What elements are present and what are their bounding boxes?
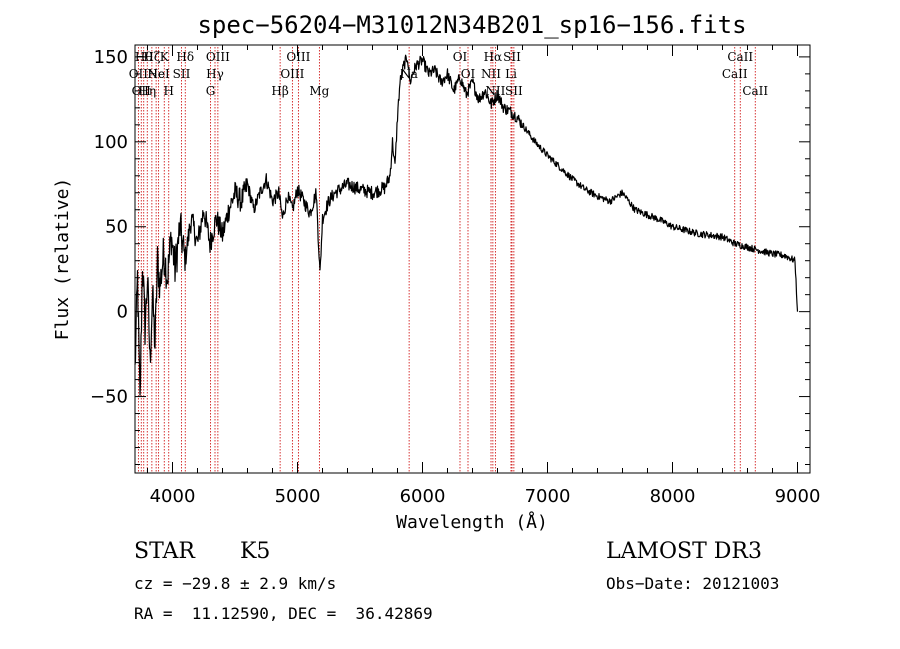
- line-marker-label-11: G: [206, 84, 216, 98]
- x-tick-label-1: 5000: [275, 486, 321, 507]
- coordinates: RA = 11.12590, DEC = 36.42869: [134, 604, 433, 623]
- axis-ticks: 4000 5000 6000 7000 8000 9000 −50 0 50 100 150: [90, 45, 820, 507]
- x-axis-label: Wavelength (Å): [396, 511, 548, 533]
- spectral-subclass: K5: [240, 539, 271, 564]
- y-tick-label-3: 100: [94, 132, 128, 153]
- line-marker-label-24: Li: [505, 67, 517, 81]
- y-tick-label-1: 0: [117, 302, 128, 323]
- line-marker-label-23: NII: [485, 84, 505, 98]
- x-tick-label-5: 9000: [775, 486, 821, 507]
- plot-frame: [134, 44, 811, 474]
- spectrum-line: [134, 54, 799, 396]
- line-marker-label-25: SII: [503, 50, 521, 64]
- survey-name: LAMOST DR3: [606, 539, 762, 564]
- line-marker-label-4: Hζ: [143, 50, 160, 64]
- x-tick-label-2: 6000: [400, 486, 446, 507]
- emission-line-markers: [137, 47, 756, 473]
- chart-title: spec−56204−M31012N34B201_sp16−156.fits: [197, 11, 746, 39]
- line-marker-label-10: Hδ: [176, 50, 194, 64]
- line-marker-label-9: SII: [173, 67, 191, 81]
- observation-date: Obs−Date: 20121003: [606, 574, 780, 593]
- y-axis-label: Flux (relative): [52, 178, 73, 341]
- line-marker-label-5: Ne: [147, 67, 165, 81]
- line-marker-label-22: Hα: [484, 50, 503, 64]
- line-marker-label-1: OII: [132, 84, 152, 98]
- redshift-value: cz = −29.8 ± 2.9 km/s: [134, 574, 337, 593]
- line-marker-label-14: Hβ: [271, 84, 288, 98]
- line-marker-label-20: OI: [461, 67, 476, 81]
- line-marker-label-29: CaII: [742, 84, 768, 98]
- line-marker-label-19: OI: [453, 50, 468, 64]
- x-tick-label-4: 8000: [650, 486, 696, 507]
- line-marker-label-27: CaII: [722, 67, 748, 81]
- y-tick-label-0: −50: [90, 387, 128, 408]
- line-marker-label-17: Mg: [309, 84, 329, 98]
- line-marker-label-6: HeI: [147, 67, 170, 81]
- line-marker-label-13: OIII: [206, 50, 230, 64]
- line-marker-label-26: SII: [505, 84, 523, 98]
- x-tick-label-0: 4000: [150, 486, 196, 507]
- y-tick-label-4: 150: [94, 47, 128, 68]
- line-marker-label-12: Hγ: [206, 67, 224, 81]
- line-marker-label-7: K: [160, 50, 170, 64]
- line-marker-label-3: Hη: [138, 84, 156, 98]
- line-marker-label-28: CaII: [727, 50, 753, 64]
- line-marker-label-21: NII: [481, 67, 501, 81]
- emission-line-labels: OIIOIIHθHηHζNeHeIKHSIIHδGHγOIIIHβOIIIOII…: [129, 50, 769, 98]
- line-marker-label-16: OIII: [286, 50, 310, 64]
- object-class: STAR: [134, 539, 195, 564]
- y-tick-label-2: 50: [105, 217, 128, 238]
- x-tick-label-3: 7000: [525, 486, 571, 507]
- line-marker-label-15: OIII: [280, 67, 304, 81]
- line-marker-label-8: H: [164, 84, 174, 98]
